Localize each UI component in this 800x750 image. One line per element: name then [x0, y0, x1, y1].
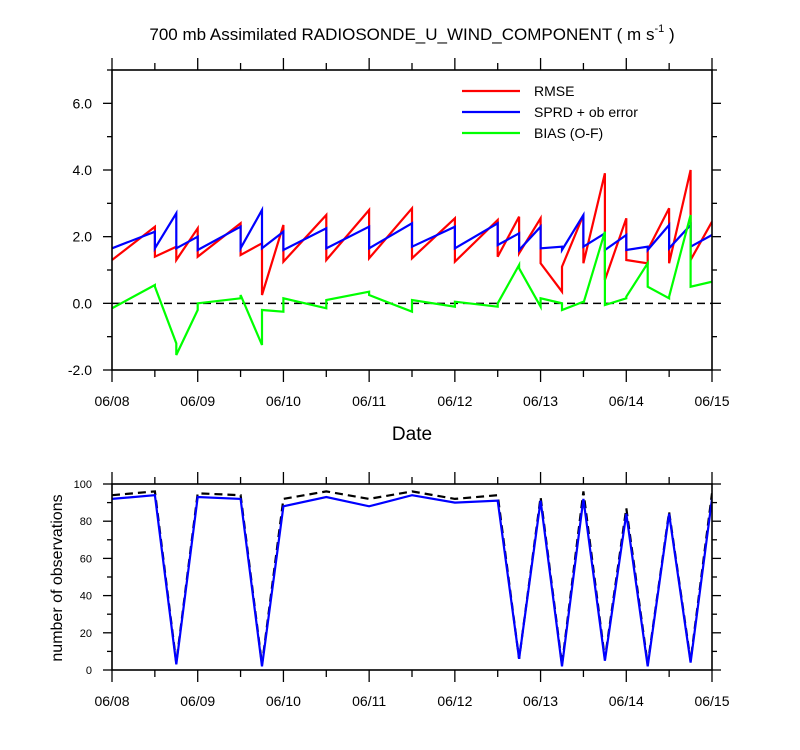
bottom-x-tick-label: 06/13 [523, 693, 558, 709]
top-x-tick-label: 06/08 [94, 393, 129, 409]
bottom-x-tick-label: 06/11 [352, 693, 386, 709]
bottom-plot-frame [111, 483, 713, 671]
bottom-x-tick-label: 06/08 [94, 693, 129, 709]
top-x-tick-label: 06/13 [523, 393, 558, 409]
top-legend-label: SPRD + ob error [534, 104, 638, 120]
bottom-y-tick-label: 0 [86, 665, 92, 677]
top-x-tick-label: 06/12 [437, 393, 472, 409]
bottom-y-tick-label: 60 [80, 553, 92, 565]
top-y-tick-label: 0.0 [73, 295, 93, 311]
top-x-tick-label: 06/11 [352, 393, 386, 409]
bottom-y-tick-label: 20 [80, 628, 92, 640]
top-series-rmse [112, 169, 712, 296]
top-legend: RMSE SPRD + ob error BIAS (O-F) [462, 83, 638, 141]
top-x-tick-label: 06/14 [609, 393, 644, 409]
top-legend-label: BIAS (O-F) [534, 125, 603, 141]
top-plot-frame [111, 69, 713, 371]
top-series-bias-o-f [112, 214, 712, 356]
top-x-axis-label: Date [392, 424, 432, 445]
main-title-text: 700 mb Assimilated RADIOSONDE_U_WIND_COM… [149, 25, 654, 44]
main-title: 700 mb Assimilated RADIOSONDE_U_WIND_COM… [149, 23, 674, 44]
top-x-tick-label: 06/09 [180, 393, 215, 409]
top-y-tick-label: 2.0 [73, 229, 93, 245]
top-x-tick-label: 06/15 [694, 393, 729, 409]
bottom-x-tick-label: 06/09 [180, 693, 215, 709]
bottom-y-tick-label: 100 [74, 479, 92, 491]
bottom-series-possible [112, 490, 712, 665]
bottom-x-tick-label: 06/15 [694, 693, 729, 709]
bottom-x-tick-label: 06/10 [266, 693, 301, 709]
main-title-unit-sup: -1 [654, 23, 664, 35]
top-series-sprd-ob-error [112, 205, 712, 254]
main-title-suffix: ) [664, 25, 674, 44]
bottom-y-tick-label: 40 [80, 591, 92, 603]
top-legend-label: RMSE [534, 83, 574, 99]
bottom-series-used [112, 494, 712, 667]
bottom-plot-panel: 06/08 06/09 06/10 06/11 06/12 06/13 06/14 06/15… [74, 472, 730, 709]
bottom-x-tick-label: 06/14 [609, 693, 644, 709]
top-x-tick-label: 06/10 [266, 393, 301, 409]
bottom-y-axis-label: number of observations [49, 494, 66, 661]
bottom-x-tick-label: 06/12 [437, 693, 472, 709]
top-y-tick-label: -2.0 [68, 362, 92, 378]
bottom-y-tick-label: 80 [80, 516, 92, 528]
top-y-tick-label: 6.0 [73, 95, 93, 111]
top-y-tick-label: 4.0 [73, 162, 93, 178]
top-plot-panel: 06/08 06/09 06/10 06/11 06/12 06/13 06/14 06/15… [68, 58, 730, 409]
